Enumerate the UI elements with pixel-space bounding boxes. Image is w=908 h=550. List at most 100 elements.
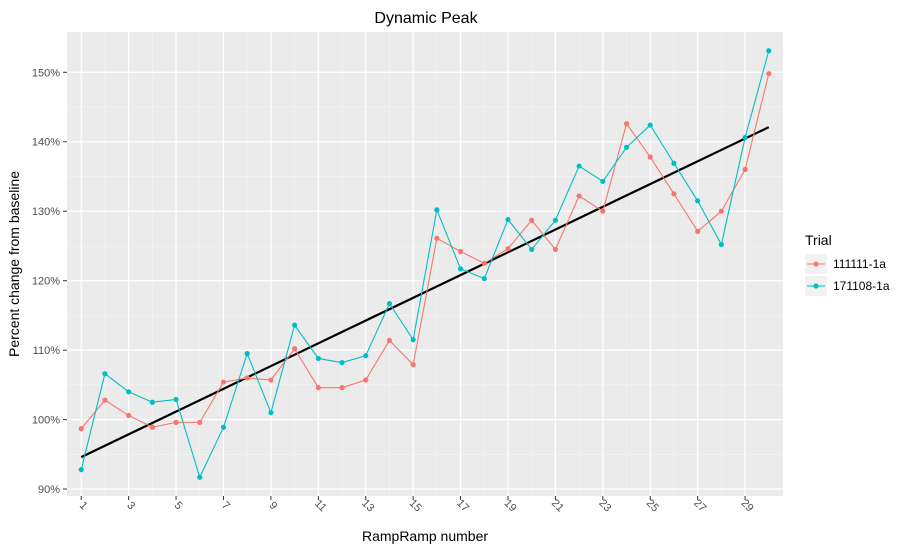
data-point — [623, 121, 630, 127]
series-1 — [78, 71, 772, 432]
x-tick-label: 23 — [596, 497, 613, 514]
legend-key-point — [813, 283, 819, 289]
x-tick-label: 29 — [739, 497, 756, 514]
data-point — [671, 160, 677, 166]
data-point — [410, 337, 416, 343]
data-point — [576, 163, 582, 169]
data-point — [671, 191, 677, 197]
data-point — [363, 353, 369, 359]
x-tick-label: 21 — [549, 497, 566, 514]
data-point — [126, 389, 132, 395]
trend-line — [80, 126, 770, 459]
y-tick-label: 100% — [32, 415, 60, 427]
y-tick-label: 140% — [32, 137, 60, 149]
legend-label: 111111-1a — [833, 257, 886, 271]
data-point — [481, 260, 487, 266]
data-point — [220, 424, 227, 430]
data-point — [529, 217, 535, 223]
data-point — [505, 216, 511, 223]
data-point — [529, 246, 535, 253]
x-tick-label: 3 — [124, 499, 137, 512]
data-point — [386, 300, 393, 307]
y-tick-label: 120% — [32, 276, 60, 288]
data-point — [268, 377, 274, 383]
data-point — [149, 424, 155, 430]
data-point — [647, 154, 653, 160]
data-point — [600, 208, 606, 214]
data-point — [718, 208, 724, 214]
data-point — [220, 379, 227, 385]
legend: Trial 111111-1a 171108-1a — [805, 232, 890, 296]
x-tick-label: 9 — [267, 499, 280, 512]
grid-lines — [67, 32, 783, 496]
y-axis: 90% 100% 110% 120% 130% 140% 150% — [32, 67, 67, 496]
data-point — [457, 248, 464, 255]
data-point — [386, 337, 393, 344]
data-point — [315, 355, 321, 362]
x-tick-label: 17 — [454, 497, 471, 514]
data-point — [695, 228, 701, 234]
data-point — [623, 144, 630, 150]
legend-title: Trial — [805, 232, 832, 248]
y-axis-title: Percent change from baseline — [6, 171, 22, 357]
series-2 — [78, 48, 772, 480]
data-point — [457, 266, 464, 272]
x-axis: 1 3 5 7 9 11 13 15 17 19 21 23 25 27 29 — [77, 496, 756, 514]
data-point — [363, 377, 369, 383]
data-point — [505, 246, 511, 252]
data-point — [173, 396, 179, 403]
y-tick-label: 110% — [33, 345, 61, 357]
data-point — [315, 385, 321, 391]
x-tick-label: 5 — [172, 499, 185, 512]
trend-line-group — [80, 126, 770, 459]
legend-key-point — [813, 261, 819, 267]
data-point — [647, 122, 653, 128]
x-axis-title: RampRamp number — [362, 528, 488, 544]
data-point — [292, 322, 298, 328]
data-point — [695, 198, 701, 204]
plot-panel — [67, 32, 783, 496]
data-point — [244, 351, 250, 357]
x-tick-label: 7 — [219, 499, 232, 512]
y-tick-label: 130% — [32, 206, 60, 218]
data-point — [600, 178, 606, 184]
x-tick-label: 19 — [502, 497, 519, 514]
x-tick-label: 11 — [312, 498, 329, 515]
series-layer — [78, 48, 772, 480]
series-line — [80, 73, 770, 429]
data-point — [126, 412, 132, 419]
data-point — [766, 71, 772, 77]
chart-title: Dynamic Peak — [374, 10, 478, 27]
x-tick-label: 1 — [77, 499, 90, 512]
y-tick-label: 150% — [32, 67, 60, 79]
data-point — [742, 166, 748, 173]
data-point — [434, 235, 440, 241]
x-tick-label: 13 — [359, 497, 376, 514]
data-point — [102, 397, 108, 403]
data-point — [339, 360, 345, 366]
data-point — [576, 193, 582, 199]
data-point — [339, 385, 345, 391]
data-point — [78, 467, 84, 473]
data-point — [197, 419, 203, 425]
data-point — [102, 371, 108, 377]
data-point — [173, 419, 179, 425]
series-line — [80, 50, 770, 479]
data-point — [149, 399, 155, 405]
data-point — [434, 207, 440, 213]
y-tick-label: 90% — [38, 484, 60, 496]
x-tick-label: 25 — [644, 497, 661, 514]
data-point — [481, 275, 487, 282]
data-point — [552, 246, 558, 253]
data-point — [742, 134, 748, 141]
data-point — [244, 375, 250, 381]
data-point — [268, 410, 274, 416]
data-point — [292, 346, 298, 352]
data-point — [78, 426, 84, 432]
data-point — [197, 474, 203, 480]
x-tick-label: 27 — [691, 497, 708, 514]
data-point — [552, 217, 558, 223]
legend-label: 171108-1a — [833, 279, 890, 293]
x-tick-label: 15 — [407, 497, 424, 514]
